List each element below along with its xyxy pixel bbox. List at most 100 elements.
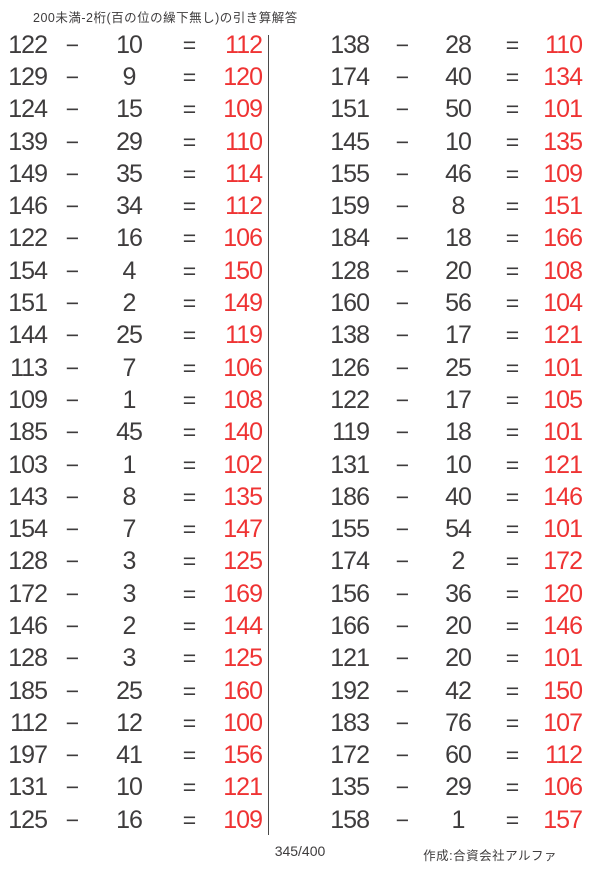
minuend: 151 [330, 95, 370, 124]
problem-row: 135− 29 = 106 [268, 772, 600, 804]
equals-sign: = [182, 742, 196, 769]
subtrahend: 56 [445, 289, 472, 318]
equals-sign: = [505, 31, 519, 58]
minus-operator: − [395, 580, 409, 607]
equals-sign: = [505, 257, 519, 284]
answer: 140 [223, 418, 263, 447]
problem-row: 126− 25 = 101 [268, 352, 600, 384]
answer: 110 [225, 127, 263, 156]
minuend: 174 [330, 547, 370, 576]
minus-operator: − [65, 290, 79, 317]
minuend: 160 [330, 289, 370, 318]
answer: 106 [223, 353, 263, 382]
problems-column-left: 122−10 = 112 129−9 = 120 124−15 = 109 139−29 = 110 1… [0, 29, 268, 836]
subtrahend: 8 [122, 482, 137, 511]
subtrahend: 45 [116, 418, 143, 447]
equals-sign: = [505, 160, 519, 187]
subtrahend: 7 [122, 353, 137, 382]
subtrahend: 29 [445, 773, 472, 802]
answer: 120 [223, 62, 263, 91]
equals-sign: = [182, 193, 196, 220]
minus-operator: − [395, 548, 409, 575]
minus-operator: − [395, 193, 409, 220]
problem-row: 122− 17 = 105 [268, 384, 600, 416]
answer: 112 [225, 30, 263, 59]
minuend: 122 [330, 385, 370, 414]
minus-operator: − [65, 483, 79, 510]
minus-operator: − [65, 806, 79, 833]
answer: 134 [543, 62, 583, 91]
subtrahend: 42 [445, 676, 472, 705]
equals-sign: = [182, 96, 196, 123]
minuend: 192 [330, 676, 370, 705]
subtrahend: 40 [445, 482, 472, 511]
problem-row: 166− 20 = 146 [268, 610, 600, 642]
minus-operator: − [395, 257, 409, 284]
minuend: 186 [330, 482, 370, 511]
subtrahend: 36 [445, 579, 472, 608]
minuend: 144 [8, 321, 48, 350]
minus-operator: − [395, 612, 409, 639]
equals-sign: = [505, 322, 519, 349]
equals-sign: = [505, 386, 519, 413]
minuend: 112 [10, 708, 48, 737]
problem-row: 138− 28 = 110 [268, 29, 600, 61]
problem-row: 113− 7 = 106 [0, 352, 268, 384]
problem-row: 145− 10 = 135 [268, 126, 600, 158]
minus-operator: − [65, 354, 79, 381]
answer: 101 [543, 515, 583, 544]
problem-row: 151− 50 = 101 [268, 94, 600, 126]
equals-sign: = [505, 645, 519, 672]
minus-operator: − [395, 742, 409, 769]
equals-sign: = [182, 354, 196, 381]
subtrahend: 1 [122, 450, 137, 479]
subtrahend: 25 [116, 676, 143, 705]
answer: 135 [223, 482, 263, 511]
minus-operator: − [65, 451, 79, 478]
minuend: 121 [330, 644, 370, 673]
answer: 120 [543, 579, 583, 608]
answer: 147 [223, 515, 263, 544]
subtrahend: 35 [116, 159, 143, 188]
equals-sign: = [182, 128, 196, 155]
problem-row: 129− 9 = 120 [0, 61, 268, 93]
answer: 101 [543, 95, 583, 124]
minuend: 158 [330, 805, 370, 834]
minuend: 113 [10, 353, 48, 382]
equals-sign: = [182, 31, 196, 58]
minus-operator: − [65, 160, 79, 187]
minuend: 159 [330, 192, 370, 221]
subtrahend: 15 [116, 95, 143, 124]
subtrahend: 4 [122, 256, 137, 285]
equals-sign: = [182, 612, 196, 639]
minuend: 138 [330, 321, 370, 350]
equals-sign: = [505, 63, 519, 90]
minuend: 128 [8, 547, 48, 576]
answer: 108 [223, 385, 263, 414]
minus-operator: − [65, 128, 79, 155]
minuend: 119 [332, 418, 370, 447]
subtrahend: 10 [445, 127, 472, 156]
minus-operator: − [65, 225, 79, 252]
minus-operator: − [395, 677, 409, 704]
answer: 102 [223, 450, 263, 479]
answer: 107 [543, 708, 583, 737]
problem-row: 112− 12 = 100 [0, 707, 268, 739]
equals-sign: = [505, 451, 519, 478]
answer: 151 [543, 192, 583, 221]
minus-operator: − [395, 419, 409, 446]
answer: 125 [223, 644, 263, 673]
problem-row: 174− 2 = 172 [268, 546, 600, 578]
equals-sign: = [505, 128, 519, 155]
minus-operator: − [395, 128, 409, 155]
problem-row: 103− 1 = 102 [0, 449, 268, 481]
minus-operator: − [395, 645, 409, 672]
minuend: 128 [8, 644, 48, 673]
minus-operator: − [65, 709, 79, 736]
minuend: 129 [8, 62, 48, 91]
equals-sign: = [505, 677, 519, 704]
minuend: 124 [8, 95, 48, 124]
answer: 169 [223, 579, 263, 608]
problem-row: 154− 4 = 150 [0, 255, 268, 287]
subtrahend: 1 [122, 385, 137, 414]
